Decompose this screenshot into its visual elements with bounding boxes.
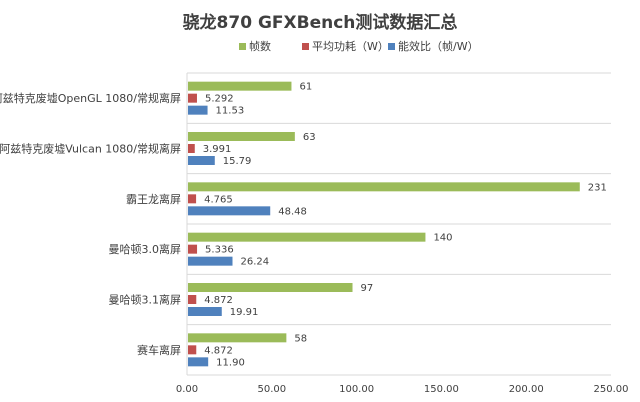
category-label-1: 阿兹特克废墟Vulcan 1080/常规离屏 — [0, 142, 181, 156]
bar-0-2 — [188, 105, 208, 115]
bar-3-0 — [188, 232, 426, 242]
bars — [188, 81, 580, 367]
category-label-4: 曼哈顿3.1离屏 — [109, 293, 182, 307]
bar-2-1 — [188, 194, 197, 204]
legend-swatch-2 — [388, 43, 395, 50]
data-label-1-2: 15.79 — [223, 156, 252, 167]
grid — [186, 72, 611, 376]
category-label-3: 曼哈顿3.0离屏 — [109, 242, 182, 256]
data-label-3-0: 140 — [433, 233, 452, 244]
data-label-0-0: 61 — [299, 82, 312, 93]
bar-3-2 — [188, 256, 233, 266]
bar-0-1 — [188, 93, 197, 103]
data-label-5-1: 4.872 — [204, 345, 233, 356]
bar-4-2 — [188, 307, 222, 316]
category-label-0: 阿兹特克废墟OpenGL 1080/常规离屏 — [0, 91, 181, 105]
data-label-3-1: 5.336 — [205, 245, 234, 256]
data-label-0-2: 11.53 — [216, 106, 245, 117]
x-tick-label-4: 200.00 — [509, 384, 544, 395]
category-label-2: 霸王龙离屏 — [126, 192, 181, 206]
data-label-5-2: 11.90 — [216, 357, 245, 368]
bar-1-0 — [188, 132, 295, 141]
x-tick-label-5: 250.00 — [594, 384, 629, 395]
x-tick-label-2: 100.00 — [339, 384, 374, 395]
data-label-2-1: 4.765 — [204, 194, 233, 205]
bar-2-2 — [188, 206, 271, 216]
data-label-4-2: 19.91 — [230, 307, 259, 318]
legend-swatch-0 — [239, 43, 246, 50]
data-label-1-1: 3.991 — [203, 144, 232, 155]
legend-label-0: 帧数 — [249, 39, 271, 53]
legend: 帧数 平均功耗（W） 能效比（帧/W） — [239, 39, 479, 53]
bar-5-0 — [188, 333, 287, 343]
data-label-5-0: 58 — [294, 333, 307, 344]
chart-title: 骁龙870 GFXBench测试数据汇总 — [183, 12, 458, 33]
bar-5-1 — [188, 345, 197, 355]
bar-4-0 — [188, 283, 353, 292]
x-tick-label-1: 50.00 — [257, 384, 286, 395]
bar-0-0 — [188, 81, 292, 91]
data-label-4-1: 4.872 — [204, 295, 233, 306]
data-label-1-0: 63 — [303, 132, 316, 143]
data-label-0-1: 5.292 — [205, 94, 234, 105]
data-label-2-2: 48.48 — [278, 206, 307, 217]
bar-1-2 — [188, 156, 215, 165]
x-tick-label-3: 150.00 — [424, 384, 459, 395]
legend-swatch-1 — [302, 43, 309, 50]
data-label-3-2: 26.24 — [241, 257, 270, 268]
legend-label-2: 能效比（帧/W） — [398, 39, 479, 53]
data-label-4-0: 97 — [361, 283, 374, 294]
bar-3-1 — [188, 244, 198, 254]
x-tick-label-0: 0.00 — [176, 384, 198, 395]
labels: 0.00 50.00 100.00 150.00 200.00 250.00 阿兹特克废墟O… — [0, 82, 629, 395]
bar-2-0 — [188, 182, 580, 192]
data-label-2-0: 231 — [588, 182, 607, 193]
bar-4-1 — [188, 295, 197, 304]
category-label-5: 赛车离屏 — [137, 343, 181, 357]
bar-5-2 — [188, 357, 209, 367]
bar-1-1 — [188, 144, 195, 153]
legend-label-1: 平均功耗（W） — [312, 40, 389, 53]
